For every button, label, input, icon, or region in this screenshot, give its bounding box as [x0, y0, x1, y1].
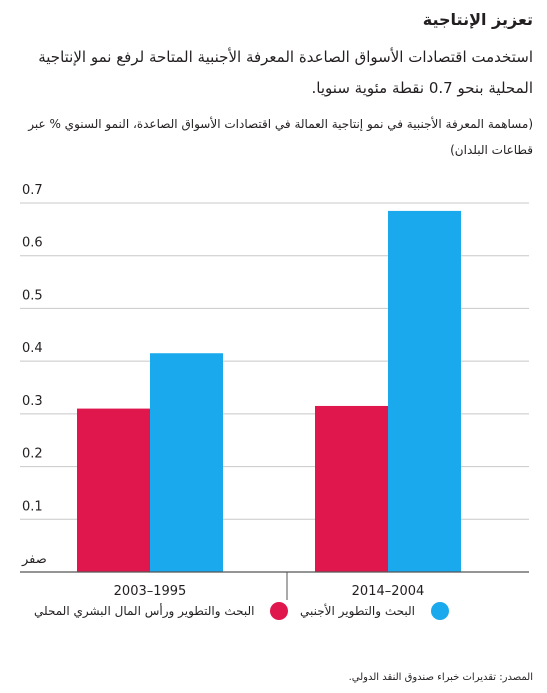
x-tick-label: 2003–1995	[114, 584, 187, 599]
y-tick-label: 0.3	[22, 394, 43, 409]
legend-item-domestic: البحث والتطوير ورأس المال البشري المحلي	[34, 602, 289, 620]
y-tick-label: 0.4	[22, 341, 43, 356]
y-tick-label: 0.1	[22, 499, 43, 514]
legend-swatch-domestic	[270, 602, 289, 620]
chart-title: تعزيز الإنتاجية	[422, 10, 533, 29]
y-tick-label: 0.7	[22, 183, 43, 198]
x-tick-label: 2014–2004	[352, 584, 425, 599]
legend-item-foreign: البحث والتطوير الأجنبي	[300, 602, 450, 620]
chart-subtitle: استخدمت اقتصادات الأسواق الصاعدة المعرفة…	[38, 48, 533, 97]
y-tick-label: 0.5	[22, 288, 43, 303]
legend-swatch-foreign	[431, 602, 450, 620]
bar-foreign	[388, 210, 461, 572]
legend-label-foreign: البحث والتطوير الأجنبي	[300, 604, 416, 618]
y-tick-label: 0.6	[22, 236, 43, 251]
y-tick-label: 0.2	[22, 447, 43, 462]
y-tick-label: صفر	[21, 552, 47, 567]
legend: البحث والتطوير الأجنبي البحث والتطوير ور…	[20, 602, 527, 632]
source-note: المصدر: تقديرات خبراء صندوق النقد الدولي…	[348, 672, 533, 683]
bar-foreign	[150, 353, 223, 572]
bar-domestic	[315, 405, 388, 572]
bar-domestic	[77, 408, 150, 572]
legend-label-domestic: البحث والتطوير ورأس المال البشري المحلي	[34, 604, 255, 618]
chart-note: (مساهمة المعرفة الأجنبية في نمو إنتاجية …	[28, 117, 533, 157]
